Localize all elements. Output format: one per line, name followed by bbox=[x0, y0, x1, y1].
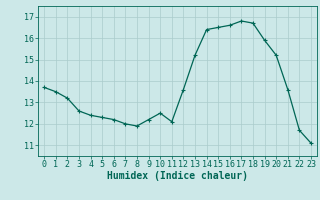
X-axis label: Humidex (Indice chaleur): Humidex (Indice chaleur) bbox=[107, 171, 248, 181]
